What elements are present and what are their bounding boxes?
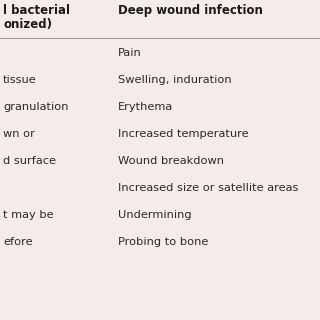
Text: efore: efore <box>3 237 33 247</box>
Text: l bacterial: l bacterial <box>3 4 70 17</box>
Text: t may be: t may be <box>3 210 54 220</box>
Text: Pain: Pain <box>118 48 142 58</box>
Text: Probing to bone: Probing to bone <box>118 237 208 247</box>
Text: Increased temperature: Increased temperature <box>118 129 249 139</box>
Text: Undermining: Undermining <box>118 210 192 220</box>
Text: Deep wound infection: Deep wound infection <box>118 4 263 17</box>
Text: Increased size or satellite areas: Increased size or satellite areas <box>118 183 298 193</box>
Text: Wound breakdown: Wound breakdown <box>118 156 224 166</box>
Text: wn or: wn or <box>3 129 35 139</box>
Text: granulation: granulation <box>3 102 68 112</box>
Text: tissue: tissue <box>3 75 37 85</box>
Text: d surface: d surface <box>3 156 56 166</box>
Text: onized): onized) <box>3 18 52 31</box>
Text: Swelling, induration: Swelling, induration <box>118 75 232 85</box>
Text: Erythema: Erythema <box>118 102 173 112</box>
